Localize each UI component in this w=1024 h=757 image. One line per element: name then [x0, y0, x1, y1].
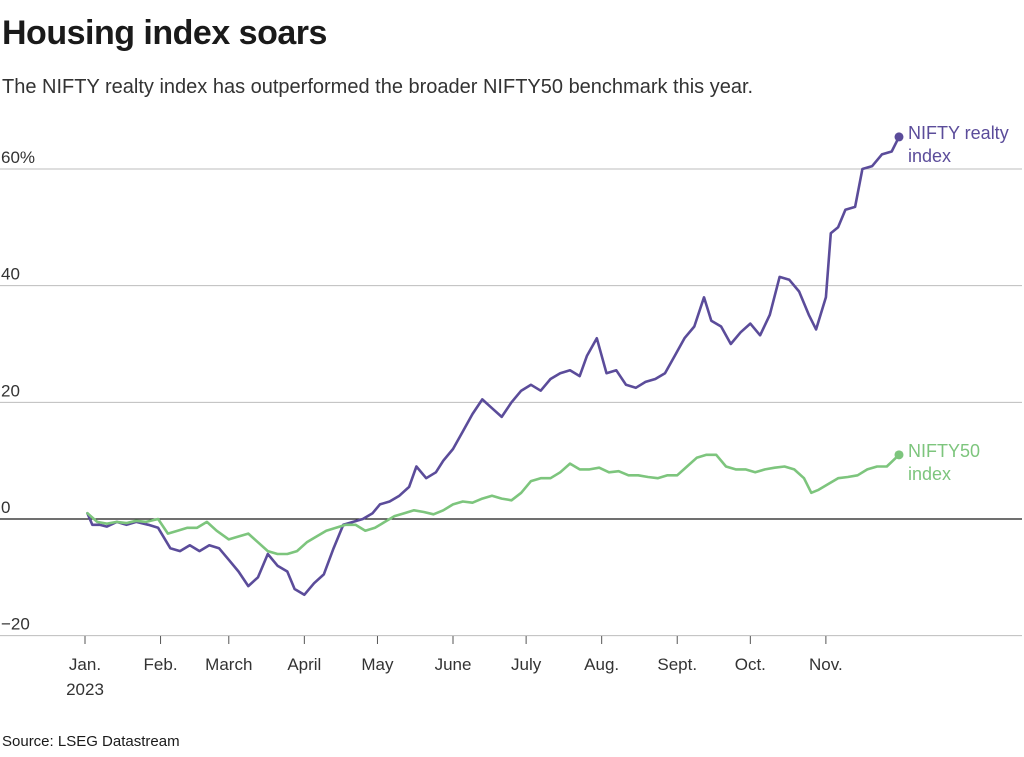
series-line-nifty50: [86, 453, 901, 556]
x-tick-label: Sept.: [657, 655, 697, 674]
x-tick-sublabel: 2023: [66, 680, 104, 699]
series-label: index: [908, 464, 951, 484]
x-tick-label: Oct.: [735, 655, 766, 674]
x-tick-label: Jan.: [69, 655, 101, 674]
x-tick-label: March: [205, 655, 252, 674]
x-tick-label: June: [435, 655, 472, 674]
source-note: Source: LSEG Datastream: [2, 733, 180, 750]
x-tick-label: Nov.: [809, 655, 843, 674]
y-tick-label: 20: [1, 381, 20, 400]
series-label: index: [908, 146, 951, 166]
series-label: NIFTY50: [908, 441, 980, 461]
series-line-nifty-realty: [86, 135, 901, 597]
x-axis: Jan. 2023 Feb. March April May June July Aug. Sep…: [66, 636, 843, 699]
y-tick-label: 60%: [1, 148, 35, 167]
series-end-marker: [894, 132, 904, 142]
x-tick-label: Aug.: [584, 655, 619, 674]
chart-title: Housing index soars: [2, 14, 327, 52]
x-tick-label: April: [287, 655, 321, 674]
series-end-marker: [894, 450, 904, 460]
line-chart: 60% 40 20 0 −20 Jan. 2023 Feb. March April May Jun…: [0, 123, 1022, 699]
series-layer: NIFTY realty index NIFTY50 index: [86, 123, 1009, 597]
y-tick-label: 40: [1, 265, 20, 284]
y-tick-label: −20: [1, 615, 30, 634]
y-tick-label: 0: [1, 498, 10, 517]
x-tick-label: May: [361, 655, 394, 674]
series-label: NIFTY realty: [908, 123, 1009, 143]
chart-subtitle: The NIFTY realty index has outperformed …: [2, 76, 754, 98]
x-tick-label: Feb.: [144, 655, 178, 674]
x-tick-label: July: [511, 655, 542, 674]
grid-layer: 60% 40 20 0 −20: [0, 148, 1022, 637]
